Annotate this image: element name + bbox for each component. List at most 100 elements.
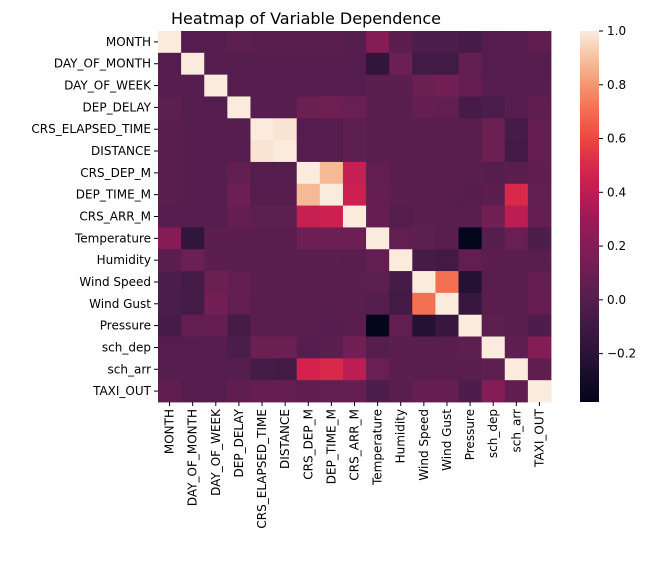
heatmap-cell	[389, 205, 413, 228]
heatmap-cell	[204, 358, 228, 381]
heatmap-cell	[273, 271, 298, 294]
heatmap-cell	[366, 358, 390, 381]
heatmap-cell	[527, 52, 552, 76]
colorbar-tick-label: 0.8	[607, 78, 626, 92]
heatmap-cell	[273, 118, 298, 141]
heatmap-cell	[366, 96, 390, 119]
heatmap-cell	[296, 96, 321, 119]
heatmap-cell	[250, 74, 274, 97]
y-tick-label: Pressure	[100, 319, 151, 333]
heatmap-cell	[204, 205, 228, 228]
heatmap-cell	[389, 74, 413, 97]
heatmap-cell	[435, 336, 459, 359]
heatmap-cell	[342, 292, 367, 316]
heatmap-cell	[366, 31, 390, 54]
heatmap-cell	[273, 52, 298, 76]
heatmap-cell	[342, 183, 367, 206]
heatmap-cell	[250, 96, 274, 119]
heatmap-cell	[204, 52, 228, 76]
x-tick-label: DEP_TIME_M	[324, 409, 338, 484]
y-tick-label: Wind Speed	[79, 275, 151, 289]
x-tick-label: Wind Gust	[440, 409, 454, 471]
heatmap-cell	[458, 205, 483, 228]
heatmap-cell	[158, 205, 182, 228]
heatmap-cell	[412, 52, 436, 76]
heatmap-cell	[504, 336, 529, 359]
heatmap-cell	[181, 74, 205, 97]
heatmap-cell	[342, 227, 367, 250]
heatmap-cell	[204, 74, 228, 97]
y-tick-label: TAXI_OUT	[92, 384, 152, 398]
heatmap-cell	[389, 292, 413, 316]
heatmap-cell	[481, 380, 506, 403]
heatmap-cell	[389, 96, 413, 119]
heatmap-cell	[527, 140, 552, 163]
heatmap-cell	[273, 292, 298, 316]
heatmap-cell	[319, 271, 344, 294]
y-tick-label: sch_dep	[102, 340, 151, 354]
y-tick-label: CRS_DEP_M	[80, 166, 151, 180]
colorbar-tick-label: 0.6	[607, 132, 626, 146]
heatmap-cell	[366, 336, 390, 359]
heatmap-cell	[250, 161, 274, 185]
heatmap-cell	[158, 183, 182, 206]
heatmap-cell	[181, 52, 205, 76]
heatmap-cell	[481, 249, 506, 272]
heatmap-cell	[435, 161, 459, 185]
heatmap-cell	[412, 358, 436, 381]
y-tick-label: Temperature	[74, 231, 151, 245]
heatmap-cell	[204, 140, 228, 163]
heatmap-cell	[412, 183, 436, 206]
heatmap-cell	[366, 205, 390, 228]
heatmap-cell	[366, 52, 390, 76]
heatmap-cell	[481, 183, 506, 206]
heatmap-cell	[204, 314, 228, 337]
heatmap-cell	[366, 74, 390, 97]
heatmap-cell	[412, 140, 436, 163]
heatmap-cell	[181, 336, 205, 359]
heatmap-cell	[504, 227, 529, 250]
heatmap-cell	[435, 380, 459, 403]
heatmap-cell	[481, 336, 506, 359]
heatmap-cell	[158, 74, 182, 97]
heatmap-cell	[319, 336, 344, 359]
heatmap-cell	[250, 205, 274, 228]
heatmap-cell	[389, 183, 413, 206]
colorbar: 1.0 0.8 0.6 0.4 0.2 0.0 −0.2	[580, 24, 636, 402]
heatmap-cell	[458, 74, 483, 97]
heatmap-cell	[319, 118, 344, 141]
heatmap-cell	[527, 314, 552, 337]
heatmap-cell	[296, 380, 321, 403]
y-tick-label: CRS_ARR_M	[79, 210, 151, 224]
x-tick-labels: MONTH DAY_OF_MONTH DAY_OF_WEEK DEP_DELAY CRS…	[163, 402, 546, 529]
heatmap-cell	[481, 52, 506, 76]
heatmap-cell	[504, 161, 529, 185]
heatmap-cell	[158, 140, 182, 163]
x-tick-label: CRS_ARR_M	[348, 409, 362, 481]
heatmap-cell	[342, 271, 367, 294]
heatmap-cell	[204, 183, 228, 206]
y-tick-label: DAY_OF_MONTH	[54, 57, 151, 71]
heatmap-cell	[504, 52, 529, 76]
heatmap-cell	[227, 140, 251, 163]
heatmap-cell	[158, 292, 182, 316]
heatmap-cell	[504, 292, 529, 316]
y-tick-label: Wind Gust	[89, 297, 151, 311]
heatmap-cell	[481, 140, 506, 163]
heatmap-cell	[504, 314, 529, 337]
heatmap-cell	[319, 52, 344, 76]
heatmap-cell	[204, 336, 228, 359]
heatmap-cell	[435, 74, 459, 97]
heatmap-cell	[204, 118, 228, 141]
heatmap-cell	[296, 183, 321, 206]
heatmap-cell	[435, 31, 459, 54]
heatmap-cell	[527, 380, 552, 403]
y-tick-label: sch_arr	[108, 362, 152, 376]
heatmap-cell	[366, 249, 390, 272]
heatmap-cell	[412, 292, 436, 316]
heatmap-cell	[435, 140, 459, 163]
heatmap-cell	[158, 249, 182, 272]
heatmap-cell	[227, 161, 251, 185]
heatmap-cell	[227, 118, 251, 141]
